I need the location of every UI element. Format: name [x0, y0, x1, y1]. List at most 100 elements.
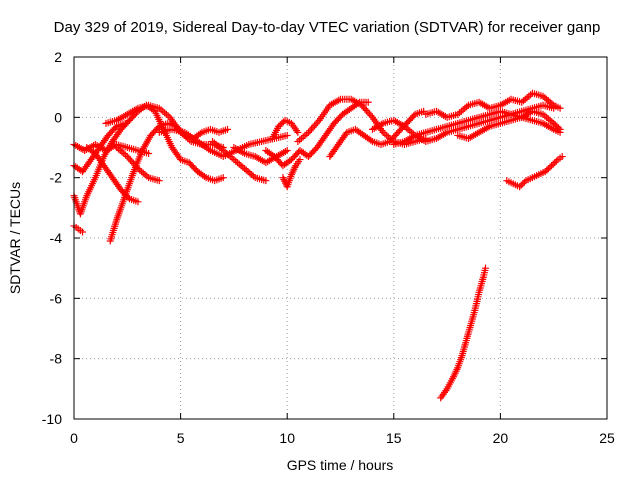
data-point [200, 172, 208, 180]
series-track-05 [106, 119, 232, 245]
series-track-17 [368, 101, 558, 145]
data-point [364, 98, 372, 106]
series-track-10 [209, 137, 270, 185]
data-point [145, 150, 153, 158]
data-point [155, 177, 163, 185]
data-point [128, 158, 136, 166]
data-point [131, 161, 139, 169]
data-point [554, 124, 562, 132]
y-tick-label: -6 [50, 290, 63, 306]
data-point [550, 119, 558, 127]
series-track-18 [390, 107, 564, 148]
data-point [129, 159, 137, 167]
data-point [558, 153, 566, 161]
series-track-04 [70, 222, 87, 236]
data-point [364, 108, 372, 116]
series-track-14 [268, 116, 302, 142]
chart-title: Day 329 of 2019, Sidereal Day-to-day VTE… [54, 19, 601, 36]
data-point [314, 118, 322, 126]
series-track-08 [113, 144, 163, 185]
y-axis-label: SDTVAR / TECUs [7, 182, 23, 294]
data-point [556, 104, 564, 112]
data-point [305, 128, 313, 136]
x-tick-label: 10 [279, 430, 295, 446]
x-tick-label: 15 [386, 430, 402, 446]
data-point [196, 130, 204, 138]
data-point [544, 165, 552, 173]
data-point [296, 156, 304, 164]
data-point [516, 183, 524, 191]
data-point [309, 123, 317, 131]
data-point [134, 198, 142, 206]
data-point [553, 122, 561, 130]
x-tick-labels: 0 5 10 15 20 25 [70, 430, 615, 446]
data-point [551, 121, 559, 129]
data-point [549, 160, 557, 168]
data-point [541, 168, 549, 176]
data-point [312, 120, 320, 128]
data-point [481, 264, 489, 272]
x-tick-label: 25 [599, 430, 615, 446]
data-point [123, 153, 131, 161]
data-point [311, 122, 319, 130]
data-point [308, 125, 316, 133]
data-point [520, 178, 528, 186]
x-axis-label: GPS time / hours [287, 457, 394, 473]
y-tick-label: -2 [50, 170, 63, 186]
data-point [275, 122, 283, 130]
data-point [546, 163, 554, 171]
data-point [410, 112, 418, 120]
x-tick-label: 0 [70, 430, 78, 446]
data-point [132, 163, 140, 171]
data-point [306, 127, 314, 135]
data-point [358, 101, 366, 109]
data-point [111, 124, 119, 132]
y-tick-labels: -10 -8 -6 -4 -2 0 2 [42, 49, 62, 427]
data-point [283, 131, 291, 139]
data-point [79, 228, 87, 236]
data-point [367, 112, 375, 120]
data-point [294, 128, 302, 136]
y-tick-label: 2 [54, 49, 62, 65]
data-points [70, 89, 566, 402]
data-point [365, 110, 373, 118]
data-point [219, 174, 227, 182]
series-track-12 [262, 98, 372, 170]
data-point [124, 193, 132, 201]
x-tick-label: 20 [493, 430, 509, 446]
data-point [548, 162, 556, 170]
data-point [556, 125, 564, 133]
x-tick-label: 5 [177, 430, 185, 446]
y-tick-label: -8 [50, 351, 63, 367]
data-point [276, 121, 284, 129]
data-point [283, 147, 291, 155]
axis-ticks [73, 56, 608, 420]
data-point [125, 154, 133, 162]
series-track-22 [437, 264, 489, 402]
y-tick-label: -4 [50, 230, 63, 246]
data-point [361, 105, 369, 113]
data-point [367, 136, 375, 144]
data-point [551, 159, 559, 167]
series-track-21 [503, 153, 566, 191]
series-track-19 [422, 89, 564, 121]
data-point [154, 124, 162, 132]
series-track-13 [279, 156, 304, 191]
series-track-06 [83, 144, 142, 206]
data-point [224, 125, 232, 133]
data-point [278, 119, 286, 127]
data-point [362, 106, 370, 114]
y-tick-label: -10 [42, 411, 62, 427]
y-tick-label: 0 [54, 109, 62, 125]
data-point [517, 181, 525, 189]
data-point [552, 157, 560, 165]
data-point [359, 103, 367, 111]
data-point [519, 180, 527, 188]
data-point [262, 177, 270, 185]
series-track-20 [454, 107, 564, 142]
data-point [543, 166, 551, 174]
series-track-03 [70, 101, 227, 218]
data-point [126, 156, 134, 164]
